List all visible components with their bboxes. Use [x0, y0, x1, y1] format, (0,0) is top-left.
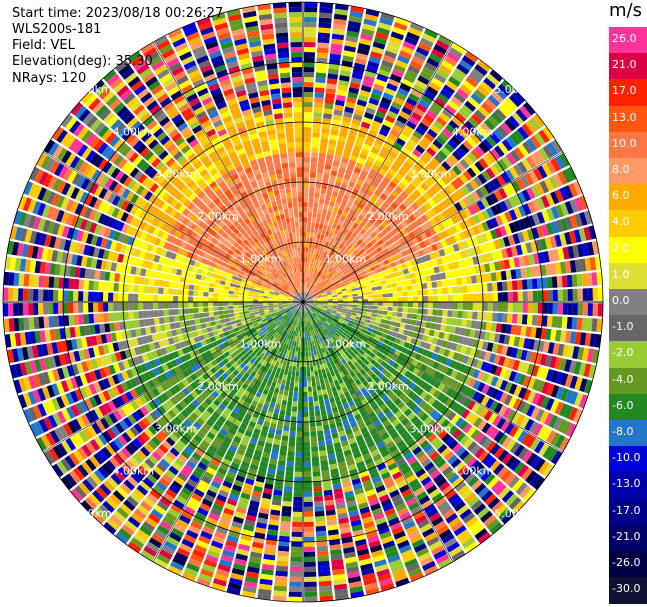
nrays-label: NRays: 120: [12, 71, 87, 86]
colorbar-swatch: [609, 498, 647, 526]
range-label: 3.00km: [155, 168, 197, 181]
colorbar-swatch: [609, 27, 647, 54]
colorbar-tick-label: -10.0: [612, 451, 641, 465]
colorbar-swatch: [609, 53, 647, 80]
range-label: 2.00km: [197, 380, 239, 393]
colorbar-swatch: [609, 105, 647, 133]
colorbar-swatch: [609, 236, 647, 264]
range-label: 1.00km: [240, 337, 282, 350]
colorbar-tick-label: -17.0: [612, 503, 641, 517]
azimuth-spoke: [152, 42, 304, 303]
colorbar-unit: m/s: [609, 0, 642, 21]
colorbar-swatch: [609, 158, 647, 185]
colorbar-tick-label: -4.0: [612, 372, 634, 386]
colorbar-tick-label: -13.0: [612, 477, 641, 491]
range-label: 2.00km: [367, 380, 409, 393]
colorbar-swatch: [609, 472, 647, 500]
range-label: 4.00km: [452, 125, 494, 138]
range-label: 4.00km: [113, 465, 155, 478]
range-label: 3.00km: [410, 422, 452, 435]
range-label: 1.00km: [325, 253, 367, 266]
colorbar-tick-label: 0.0: [612, 294, 630, 307]
azimuth-spoke: [43, 301, 304, 453]
range-rings: [2, 1, 604, 603]
colorbar-swatch: [609, 551, 647, 578]
colorbar-swatch: [609, 210, 647, 238]
range-label: 3.00km: [410, 168, 452, 181]
range-label: 1.00km: [325, 337, 367, 350]
colorbar-swatch: [609, 393, 647, 421]
colorbar-swatch: [609, 289, 647, 316]
colorbar-tick-label: 1.0: [612, 267, 630, 281]
colorbar-tick-label: 10.0: [612, 136, 637, 150]
range-label: 5.00km: [494, 507, 536, 520]
colorbar-tick-label: 6.0: [612, 189, 630, 203]
azimuth-spoke: [302, 301, 454, 562]
azimuth-spoke: [152, 301, 304, 562]
colorbar-tick-label: 8.0: [612, 163, 630, 176]
azimuth-spoke: [302, 301, 563, 453]
colorbar-tick-label: 17.0: [612, 84, 637, 98]
colorbar-swatch: [609, 79, 647, 107]
elevation-label: Elevation(deg): 35.30: [12, 54, 153, 69]
colorbar-tick-label: -2.0: [612, 346, 634, 360]
colorbar-swatch: [609, 420, 647, 447]
colorbar-tick-label: -30.0: [612, 582, 641, 596]
range-label: 5.00km: [70, 507, 112, 520]
colorbar-swatch: [609, 184, 647, 211]
colorbar-tick-label: 4.0: [612, 215, 630, 229]
range-label: 4.00km: [113, 125, 155, 138]
colorbar-tick-label: 21.0: [612, 58, 637, 72]
colorbar-tick-label: -8.0: [612, 425, 634, 438]
colorbar-swatch: [609, 262, 647, 290]
range-label: 2.00km: [367, 210, 409, 223]
range-label: 1.00km: [240, 253, 282, 266]
range-label: 4.00km: [452, 465, 494, 478]
start-time-label: Start time: 2023/08/18 00:26:27: [12, 6, 224, 21]
field-label: Field: VEL: [12, 38, 75, 53]
colorbar-swatch: [609, 341, 647, 369]
colorbar-swatch: [609, 524, 647, 552]
colorbar-tick-label: -6.0: [612, 398, 634, 412]
range-label: 3.00km: [155, 422, 197, 435]
colorbar-tick-label: -26.0: [612, 556, 641, 569]
azimuth-spoke: [302, 42, 454, 303]
colorbar-tick-label: -21.0: [612, 529, 641, 543]
colorbar-tick-label: -1.0: [612, 320, 634, 334]
range-label: 2.00km: [197, 210, 239, 223]
colorbar-swatch: [609, 367, 647, 395]
azimuth-spoke: [43, 151, 304, 303]
colorbar-tick-label: 26.0: [612, 32, 637, 45]
range-label: 5.00km: [494, 83, 536, 96]
colorbar-swatch: [609, 577, 647, 604]
azimuth-spoke: [302, 151, 563, 303]
range-labels: 1.00km 1.00km 1.00km 1.00km 2.00km 2.00km 2.00…: [70, 83, 536, 520]
instrument-label: WLS200s-181: [12, 22, 102, 37]
colorbar-tick-label: 13.0: [612, 110, 637, 124]
colorbar-swatch: [609, 446, 647, 473]
range-label: 5.00km: [70, 83, 112, 96]
colorbar-swatch: [609, 131, 647, 159]
colorbar-swatch: [609, 315, 647, 342]
colorbar-tick-label: 2.0: [612, 241, 630, 255]
